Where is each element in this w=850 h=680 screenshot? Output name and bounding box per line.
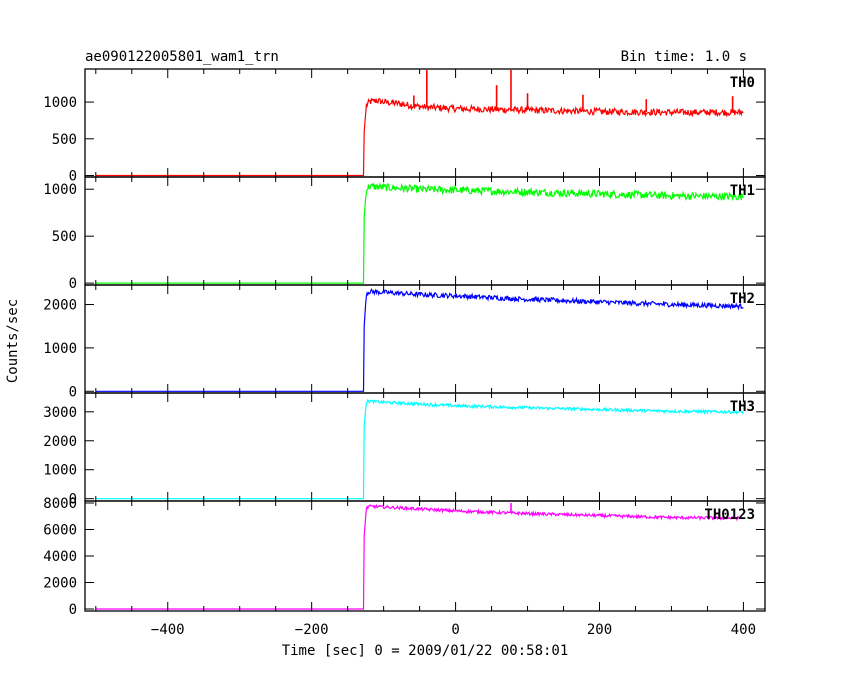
y-tick-label: 0 [69,276,77,292]
y-tick-label: 0 [69,384,77,400]
panel-label-th0: TH0 [730,75,755,91]
y-tick-label: 6000 [43,522,77,538]
x-tick-label: 0 [451,622,459,638]
panel-label-th1: TH1 [730,183,755,199]
panel-th0123: 0 2000 4000 6000 8000 TH0123 [43,496,766,618]
y-tick-label: 2000 [43,298,77,314]
y-tick-label: 500 [52,229,77,245]
x-tick-label: −200 [295,622,329,638]
y-tick-label: 1000 [43,95,77,111]
panel-label-th0123: TH0123 [704,507,755,523]
x-tick-label: −400 [151,622,185,638]
y-axis-title: Counts/sec [5,299,21,383]
y-tick-label: 2000 [43,434,77,450]
series-line-th0123 [95,503,744,610]
series-line-th1 [95,181,744,284]
y-tick-label: 3000 [43,405,77,421]
x-axis-title: Time [sec] 0 = 2009/01/22 00:58:01 [282,643,569,659]
series-line-th3 [95,398,744,500]
panel-frame [84,392,766,502]
y-tick-label: 0 [69,169,77,185]
panel-th2: 0 1000 2000 TH2 [43,284,766,400]
y-tick-label: 1000 [43,341,77,357]
x-tick-label: 400 [731,622,756,638]
y-tick-label: 2000 [43,576,77,592]
y-tick-label: 0 [69,602,77,618]
y-tick-label: 4000 [43,549,77,565]
panel-frame [84,500,766,612]
y-tick-label: 0 [69,492,77,508]
y-tick-label: 1000 [43,463,77,479]
series-line-th2 [95,288,744,392]
panel-label-th3: TH3 [730,399,755,415]
y-tick-label: 500 [52,132,77,148]
panel-th3: 0 1000 2000 3000 TH3 [43,392,766,508]
panel-frame [84,68,766,178]
panel-th1: 0 500 1000 TH1 [43,176,766,292]
bin-time-label: Bin time: 1.0 s [621,49,747,65]
y-tick-label: 1000 [43,182,77,198]
x-tick-label: 200 [587,622,612,638]
panel-frame [84,284,766,394]
y-tick-label: 8000 [43,496,77,512]
panel-label-th2: TH2 [730,291,755,307]
panel-th0: 0 500 1000 TH0 [43,68,766,185]
chart-title: ae090122005801_wam1_trn [85,49,279,65]
